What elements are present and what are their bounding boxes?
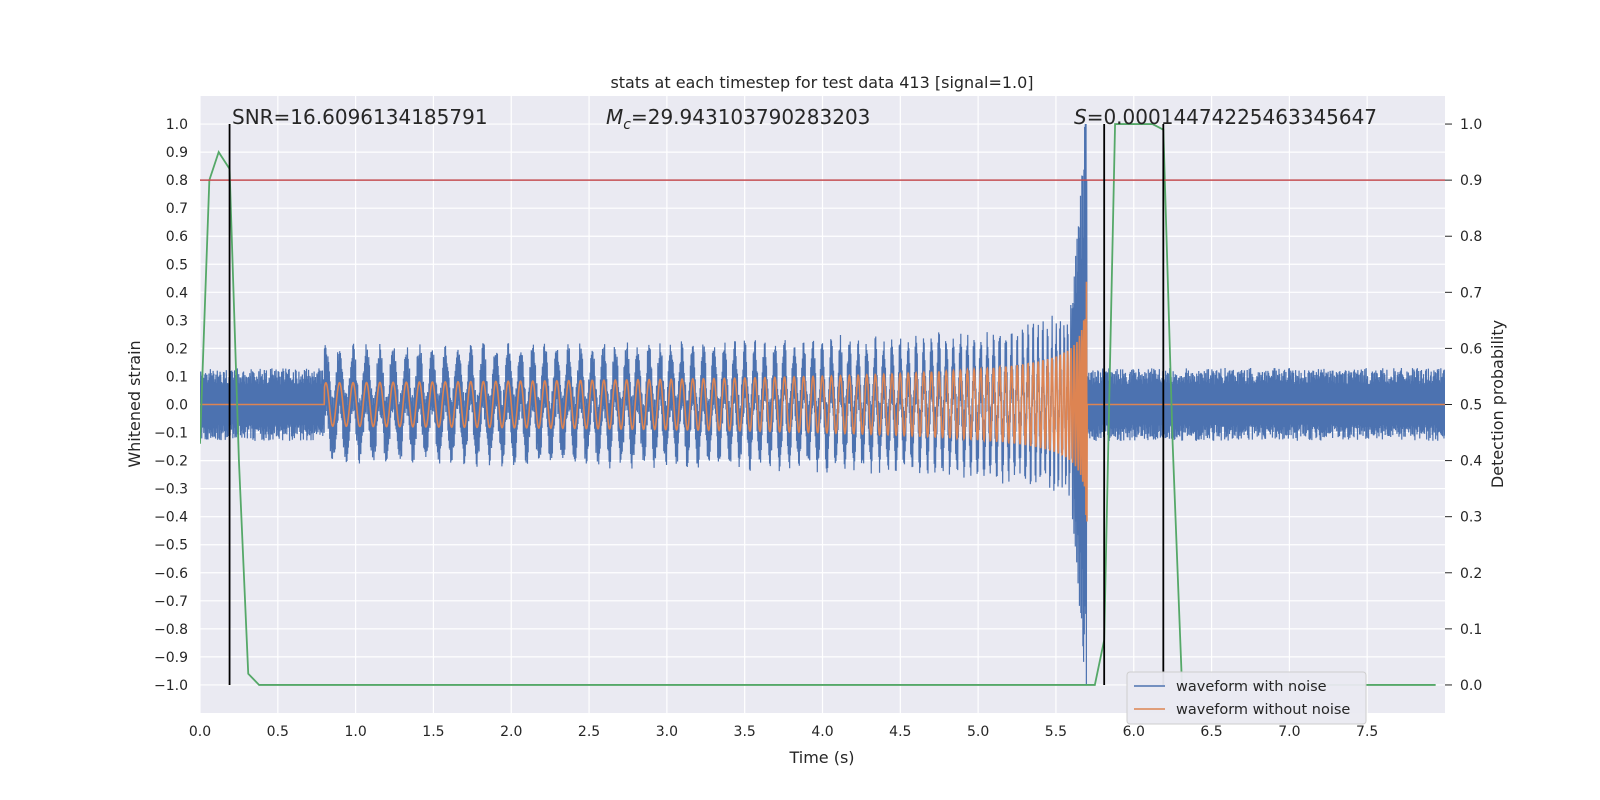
y-tick-label: −0.4 [154,510,188,526]
y-tick-label: −0.2 [154,454,188,470]
y-tick-label: 0.7 [166,201,188,217]
y-tick-label: 0.9 [166,145,188,161]
y-tick-label: −0.3 [154,482,188,498]
statistic-annotation: S=0.00014474225463345647 [1074,105,1377,129]
x-tick-label: 5.5 [1045,724,1067,740]
chirp-mass-symbol: M [606,105,623,129]
x-tick-label: 4.5 [889,724,911,740]
y-tick-label: −0.6 [154,566,188,582]
y-tick-label: 1.0 [166,117,188,133]
y-tick-label: 0.6 [166,229,188,245]
x-tick-label: 6.5 [1200,724,1222,740]
y-tick-label: −0.7 [154,594,188,610]
chart-title: stats at each timestep for test data 413… [610,73,1033,92]
series-line-waveform-with-noise [200,124,1445,685]
y-tick-label: 0.2 [166,341,188,357]
y2-tick-label: 0.6 [1460,341,1482,357]
x-tick-label: 0.0 [189,724,211,740]
chirp-mass-value: =29.943103790283203 [631,105,870,129]
chirp-mass-subscript: c [623,117,631,133]
y2-tick-label: 0.5 [1460,398,1482,414]
legend-label-noisy: waveform with noise [1176,679,1327,695]
statistic-symbol: S [1074,105,1087,129]
y2-tick-label: 0.9 [1460,173,1482,189]
y-tick-label: 0.5 [166,257,188,273]
x-tick-label: 1.0 [344,724,366,740]
x-tick-label: 3.5 [734,724,756,740]
statistic-value: =0.00014474225463345647 [1087,105,1377,129]
x-tick-label: 6.0 [1123,724,1145,740]
y2-axis-label: Detection probability [1488,320,1507,488]
x-tick-label: 7.5 [1356,724,1378,740]
y-tick-label: −0.1 [154,426,188,442]
chirp-mass-annotation: Mc=29.943103790283203 [606,105,870,133]
y2-tick-label: 0.4 [1460,454,1482,470]
y-tick-label: 0.1 [166,369,188,385]
x-tick-label: 7.0 [1278,724,1300,740]
y2-tick-label: 0.0 [1460,678,1482,694]
legend: waveform with noise waveform without noi… [1126,671,1367,725]
x-tick-label: 2.0 [500,724,522,740]
plot-area [200,123,1445,686]
y-tick-label: −0.5 [154,538,188,554]
x-tick-label: 4.0 [811,724,833,740]
y-tick-label: −0.9 [154,650,188,666]
y-tick-label: 0.8 [166,173,188,189]
x-tick-label: 5.0 [967,724,989,740]
y-tick-label: 0.0 [166,398,188,414]
y2-tick-label: 0.3 [1460,510,1482,526]
x-tick-label: 3.0 [656,724,678,740]
x-tick-label: 0.5 [267,724,289,740]
snr-annotation: SNR=16.6096134185791 [232,105,488,129]
y-tick-label: 0.3 [166,313,188,329]
legend-box [1126,671,1367,725]
tick-labels: 0.0 0.5 1.0 1.5 2.0 2.5 3.0 3.5 4.0 4.5 5.0 5.5 6.0 6… [154,117,1482,740]
x-tick-label: 2.5 [578,724,600,740]
y-tick-label: −1.0 [154,678,188,694]
y2-tick-label: 0.1 [1460,622,1482,638]
series-line-waveform-without-noise [200,281,1445,522]
y2-tick-label: 1.0 [1460,117,1482,133]
x-tick-label: 1.5 [422,724,444,740]
x-axis-label: Time (s) [788,748,854,767]
y-tick-label: 0.4 [166,285,188,301]
y-axis-label: Whitened strain [125,340,144,467]
y2-tick-label: 0.2 [1460,566,1482,582]
y-tick-label: −0.8 [154,622,188,638]
y2-tick-label: 0.8 [1460,229,1482,245]
y2-tick-label: 0.7 [1460,285,1482,301]
legend-label-clean: waveform without noise [1176,702,1350,718]
